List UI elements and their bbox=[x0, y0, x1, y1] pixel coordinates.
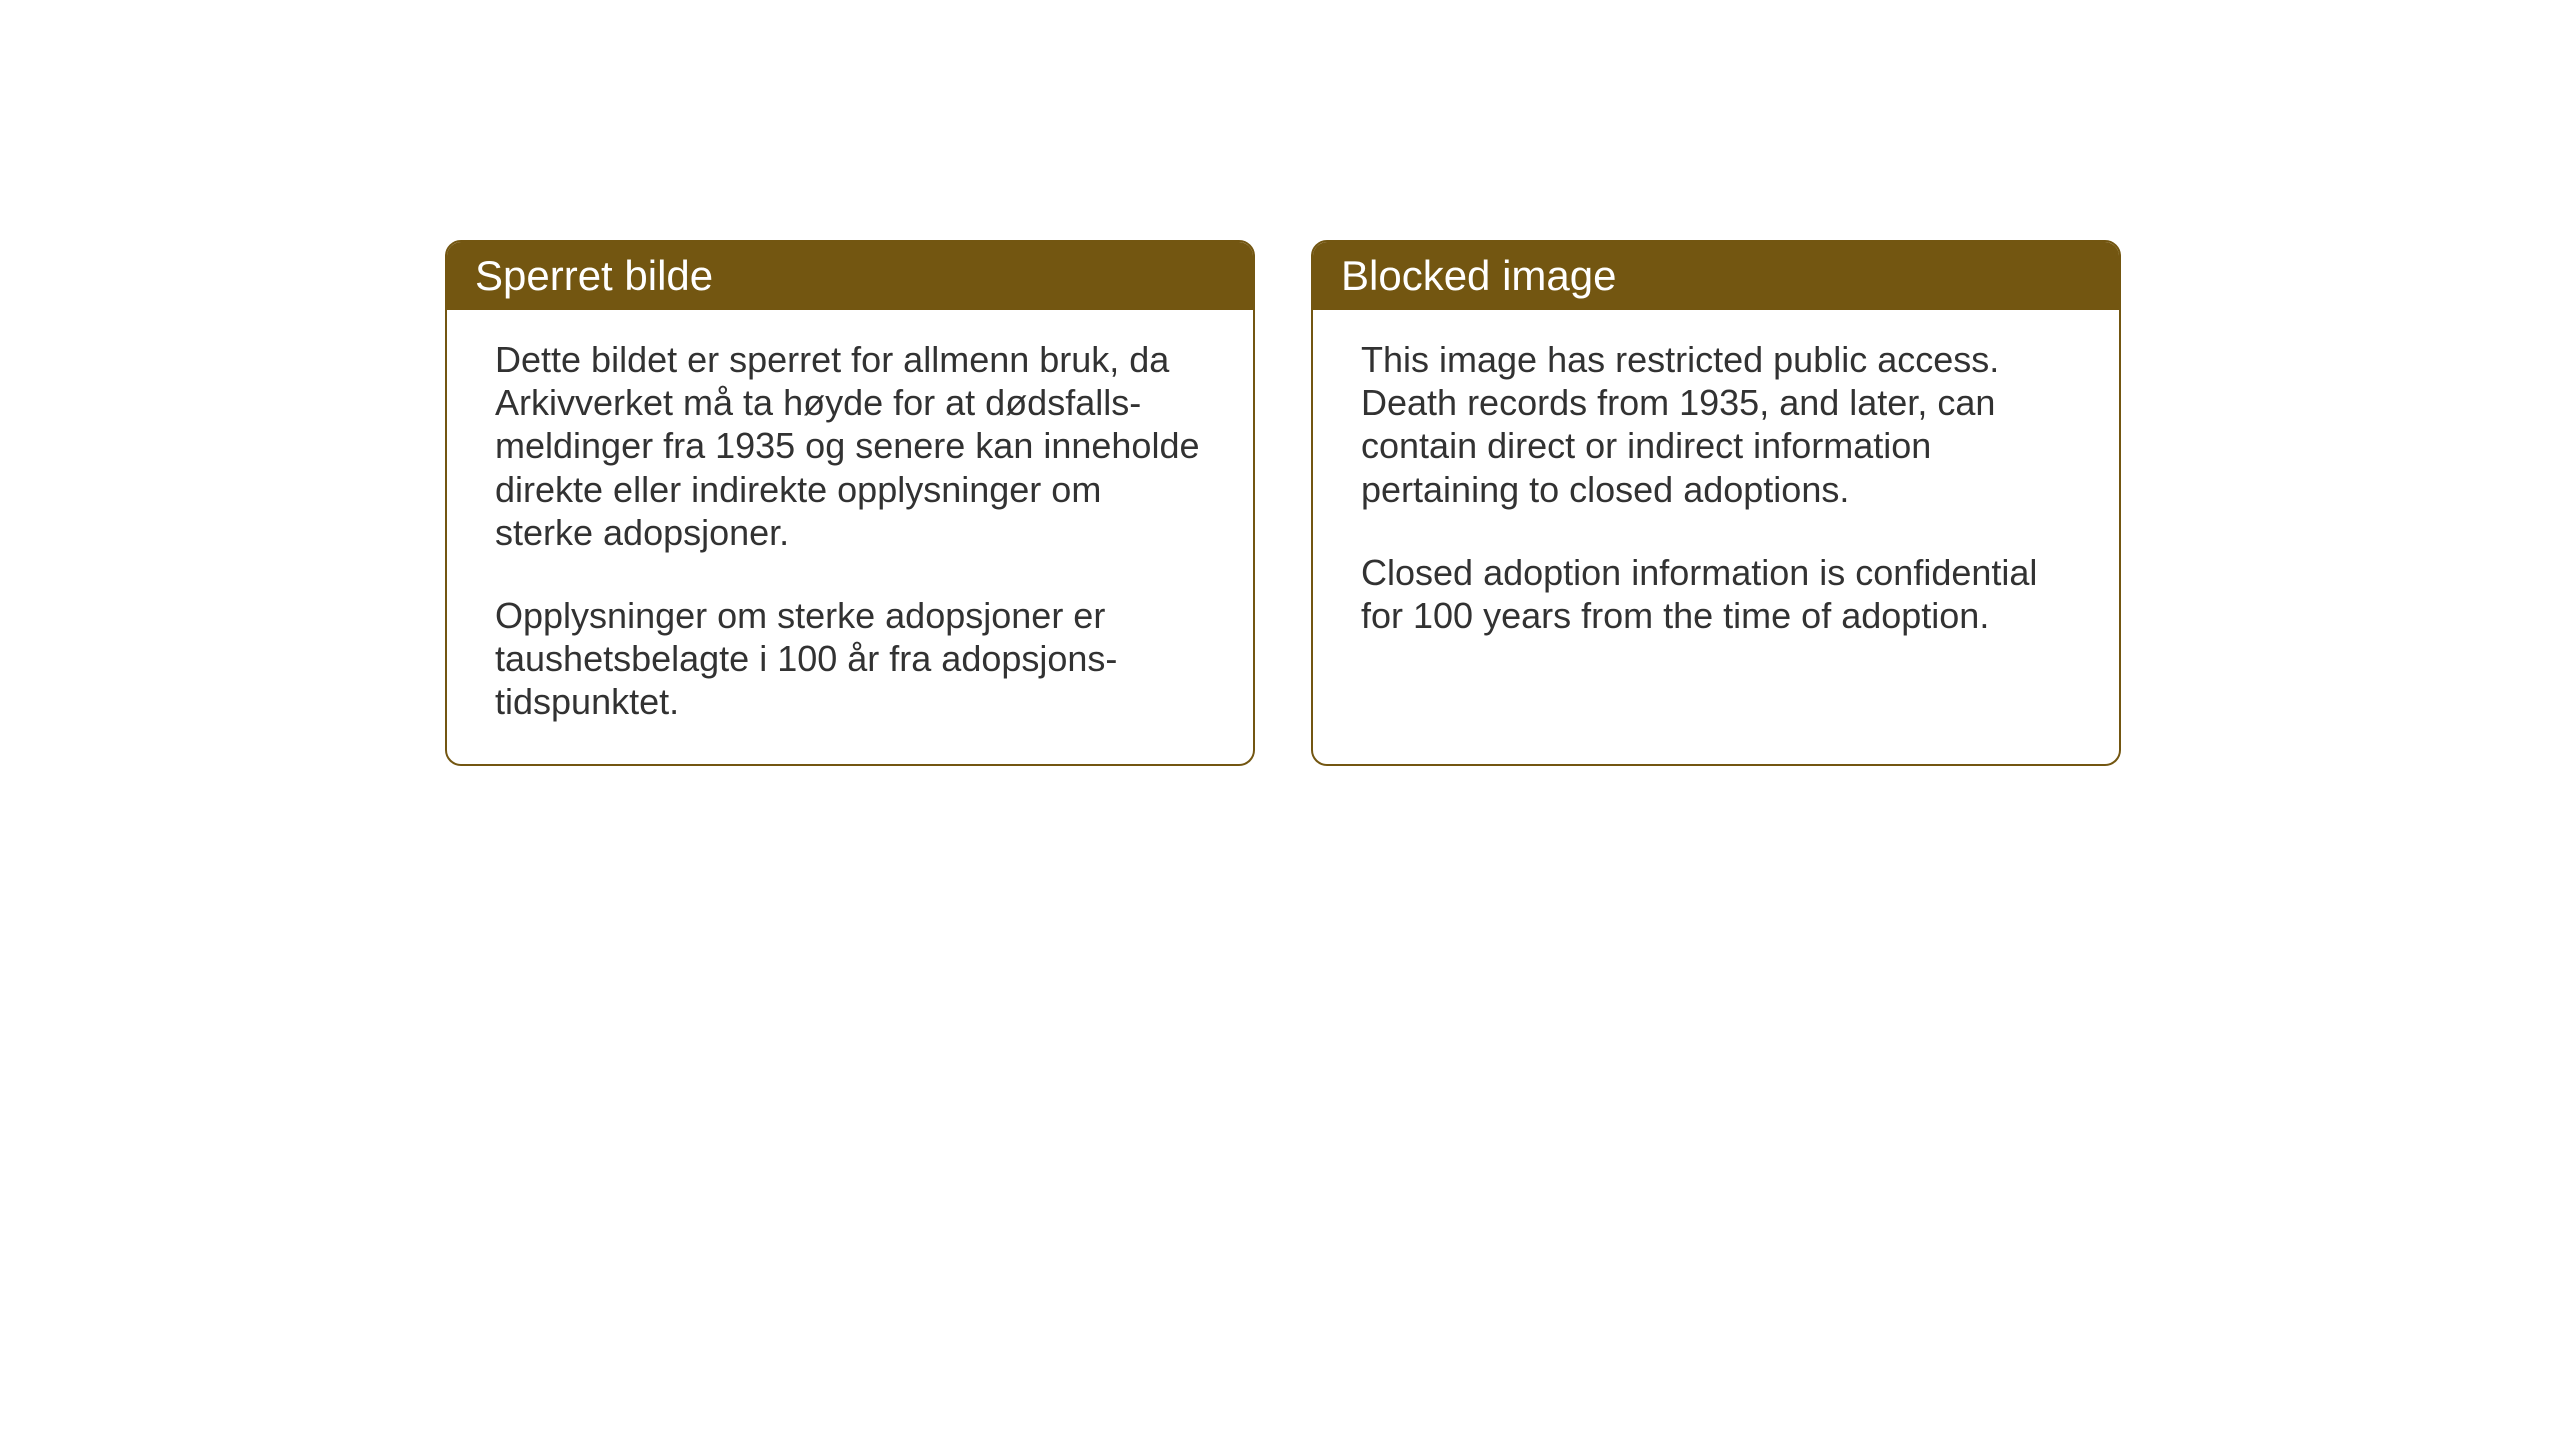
norwegian-card-body: Dette bildet er sperret for allmenn bruk… bbox=[447, 310, 1253, 764]
english-paragraph-2: Closed adoption information is confident… bbox=[1361, 551, 2071, 637]
notice-container: Sperret bilde Dette bildet er sperret fo… bbox=[0, 0, 2560, 766]
english-card-title: Blocked image bbox=[1341, 252, 2091, 300]
english-paragraph-1: This image has restricted public access.… bbox=[1361, 338, 2071, 511]
norwegian-card-title: Sperret bilde bbox=[475, 252, 1225, 300]
english-notice-card: Blocked image This image has restricted … bbox=[1311, 240, 2121, 766]
norwegian-card-header: Sperret bilde bbox=[447, 242, 1253, 310]
norwegian-paragraph-1: Dette bildet er sperret for allmenn bruk… bbox=[495, 338, 1205, 554]
english-card-header: Blocked image bbox=[1313, 242, 2119, 310]
norwegian-paragraph-2: Opplysninger om sterke adopsjoner er tau… bbox=[495, 594, 1205, 724]
norwegian-notice-card: Sperret bilde Dette bildet er sperret fo… bbox=[445, 240, 1255, 766]
english-card-body: This image has restricted public access.… bbox=[1313, 310, 2119, 762]
